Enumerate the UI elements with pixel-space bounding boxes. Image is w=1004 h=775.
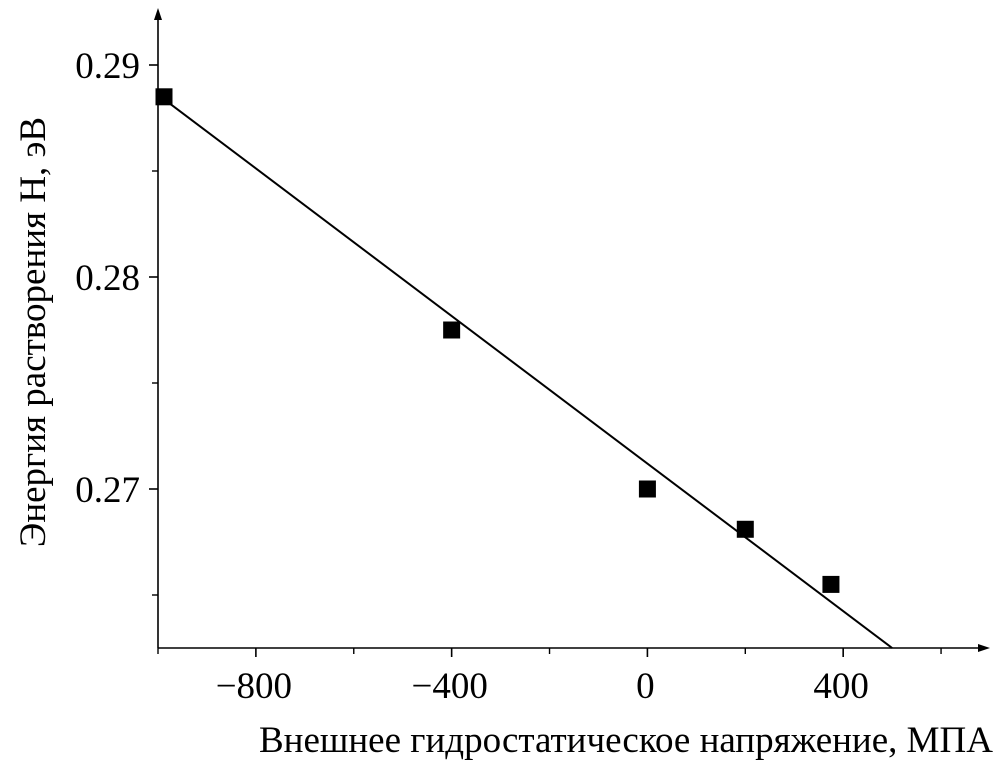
data-point [736, 520, 754, 538]
x-ticks: −800 −400 0 400 [157, 648, 942, 707]
fit-line-group [157, 93, 893, 649]
y-ticks: 0.27 0.28 0.29 [75, 46, 158, 596]
x-tick-label: 400 [813, 666, 869, 707]
x-axis-arrow [978, 644, 990, 652]
x-tick-label: −400 [411, 666, 487, 707]
axes [154, 8, 990, 652]
y-axis-arrow [154, 8, 162, 20]
y-tick-label: 0.29 [75, 46, 140, 87]
x-axis-title: Внешнее гидростатическое напряжение, МПА [259, 720, 993, 761]
x-tick-label: 0 [636, 666, 655, 707]
y-tick-label: 0.27 [75, 470, 140, 511]
data-point [638, 480, 656, 498]
data-point [443, 321, 461, 339]
x-tick-label: −800 [216, 666, 292, 707]
data-point [822, 575, 840, 593]
y-axis-title: Энергия растворения Н, эВ [13, 117, 54, 547]
fit-line [157, 93, 893, 649]
y-tick-label: 0.28 [75, 258, 140, 299]
data-point [155, 88, 173, 106]
data-points [155, 88, 840, 593]
